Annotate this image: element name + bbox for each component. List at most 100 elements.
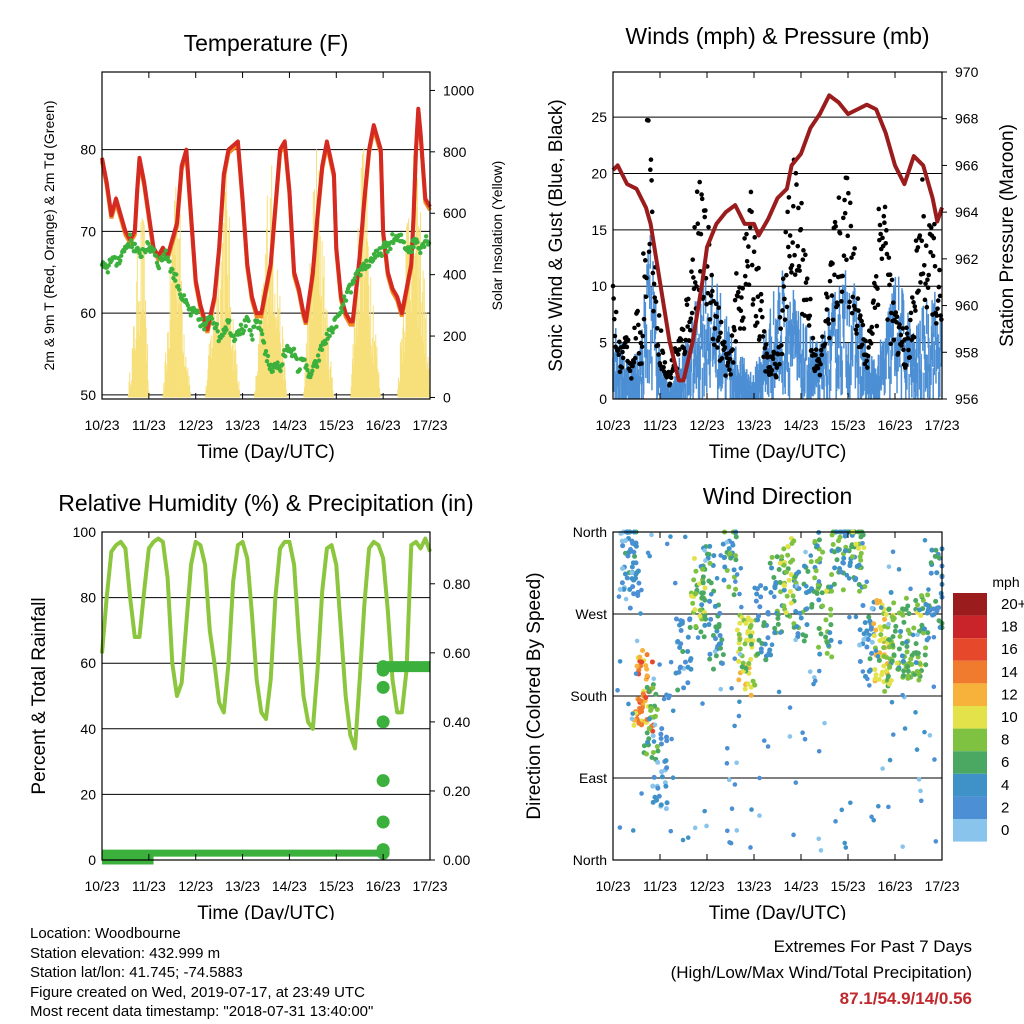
direction-point	[899, 640, 905, 646]
direction-point	[811, 681, 816, 687]
direction-point	[903, 595, 909, 601]
gust-point	[773, 374, 779, 380]
direction-point	[765, 610, 771, 616]
gust-point	[928, 249, 933, 255]
gust-point	[639, 361, 644, 366]
gust-point	[908, 317, 913, 323]
direction-point	[649, 754, 655, 760]
direction-point	[820, 549, 826, 555]
direction-point	[775, 621, 781, 627]
gust-point	[667, 381, 673, 387]
direction-point	[916, 777, 922, 782]
gust-point	[770, 356, 776, 362]
gust-point	[869, 324, 875, 330]
dewpoint-point	[415, 239, 420, 245]
gust-point	[858, 313, 863, 318]
direction-point	[629, 716, 635, 722]
dewpoint-point	[213, 325, 219, 330]
gust-point	[630, 363, 635, 369]
dewpoint-point	[385, 249, 390, 254]
gust-point	[904, 325, 909, 331]
direction-point	[733, 557, 739, 563]
x-tick-label: 12/23	[689, 878, 724, 894]
gust-point	[863, 338, 868, 344]
gust-point	[648, 157, 654, 162]
direction-point	[768, 652, 774, 658]
direction-point	[644, 652, 650, 658]
direction-point	[901, 668, 907, 674]
direction-point	[740, 660, 746, 666]
chart-title: Winds (mph) & Pressure (mb)	[625, 23, 929, 49]
direction-point	[928, 560, 934, 566]
dewpoint-point	[409, 249, 414, 255]
direction-point	[645, 550, 651, 556]
direction-point	[708, 591, 714, 597]
direction-point	[743, 620, 749, 626]
legend-swatch	[953, 615, 987, 639]
direction-point	[796, 586, 802, 591]
gust-point	[935, 298, 941, 303]
direction-point	[720, 541, 726, 547]
x-axis-label: Time (Day/UTC)	[709, 442, 847, 463]
gust-point	[619, 365, 625, 370]
direction-point	[807, 669, 813, 674]
direction-point	[789, 540, 795, 546]
direction-point	[701, 634, 707, 640]
gust-point	[698, 269, 703, 274]
gust-point	[918, 280, 923, 285]
dewpoint-point	[278, 368, 283, 374]
gust-point	[675, 352, 681, 357]
direction-point	[846, 548, 852, 554]
direction-point	[828, 584, 834, 590]
gust-point	[653, 299, 659, 304]
direction-point	[790, 557, 796, 563]
gust-point	[859, 342, 865, 348]
dewpoint-point	[341, 294, 347, 299]
direction-point	[900, 658, 906, 664]
direction-point	[742, 686, 748, 692]
direction-point	[891, 600, 897, 606]
direction-point	[617, 587, 623, 593]
direction-point	[712, 603, 718, 609]
gust-point	[779, 351, 785, 357]
precip-point	[376, 660, 390, 674]
direction-point	[866, 668, 872, 674]
gust-point	[864, 358, 870, 364]
y-tick-label: 60	[80, 655, 96, 671]
direction-point	[931, 634, 937, 640]
recent-data-text: Most recent data timestamp: "2018-07-31 …	[30, 1003, 374, 1020]
direction-point	[638, 698, 644, 704]
x-tick-label: 14/23	[272, 417, 307, 433]
direction-point	[765, 744, 771, 749]
x-tick-label: 15/23	[830, 417, 865, 433]
dewpoint-point	[252, 324, 257, 329]
gust-point	[851, 251, 856, 257]
gust-point	[793, 170, 799, 176]
speed-legend: mph 20+ 18 16 14 12 10 8 6 4 2 0	[953, 574, 1024, 842]
gust-point	[749, 262, 755, 268]
gust-point	[889, 277, 895, 283]
gust-point	[778, 326, 783, 331]
gust-point	[668, 375, 674, 381]
direction-point	[816, 668, 822, 674]
gust-point	[873, 274, 879, 279]
gust-point	[706, 224, 711, 230]
direction-point	[685, 835, 691, 840]
direction-point	[757, 813, 762, 818]
gust-point	[837, 230, 843, 236]
direction-point	[837, 534, 843, 540]
direction-point	[717, 632, 723, 638]
gust-point	[739, 295, 744, 300]
dewpoint-point	[348, 290, 354, 295]
direction-point	[902, 726, 908, 731]
direction-point	[781, 587, 787, 593]
gust-point	[687, 327, 693, 333]
direction-point	[781, 562, 787, 568]
direction-point	[699, 602, 705, 608]
gust-point	[801, 248, 806, 253]
gust-point	[812, 368, 818, 374]
direction-point	[756, 613, 762, 619]
gust-point	[764, 351, 770, 356]
x-tick-label: 11/23	[132, 878, 166, 894]
x-axis-label: Time (Day/UTC)	[197, 903, 335, 920]
